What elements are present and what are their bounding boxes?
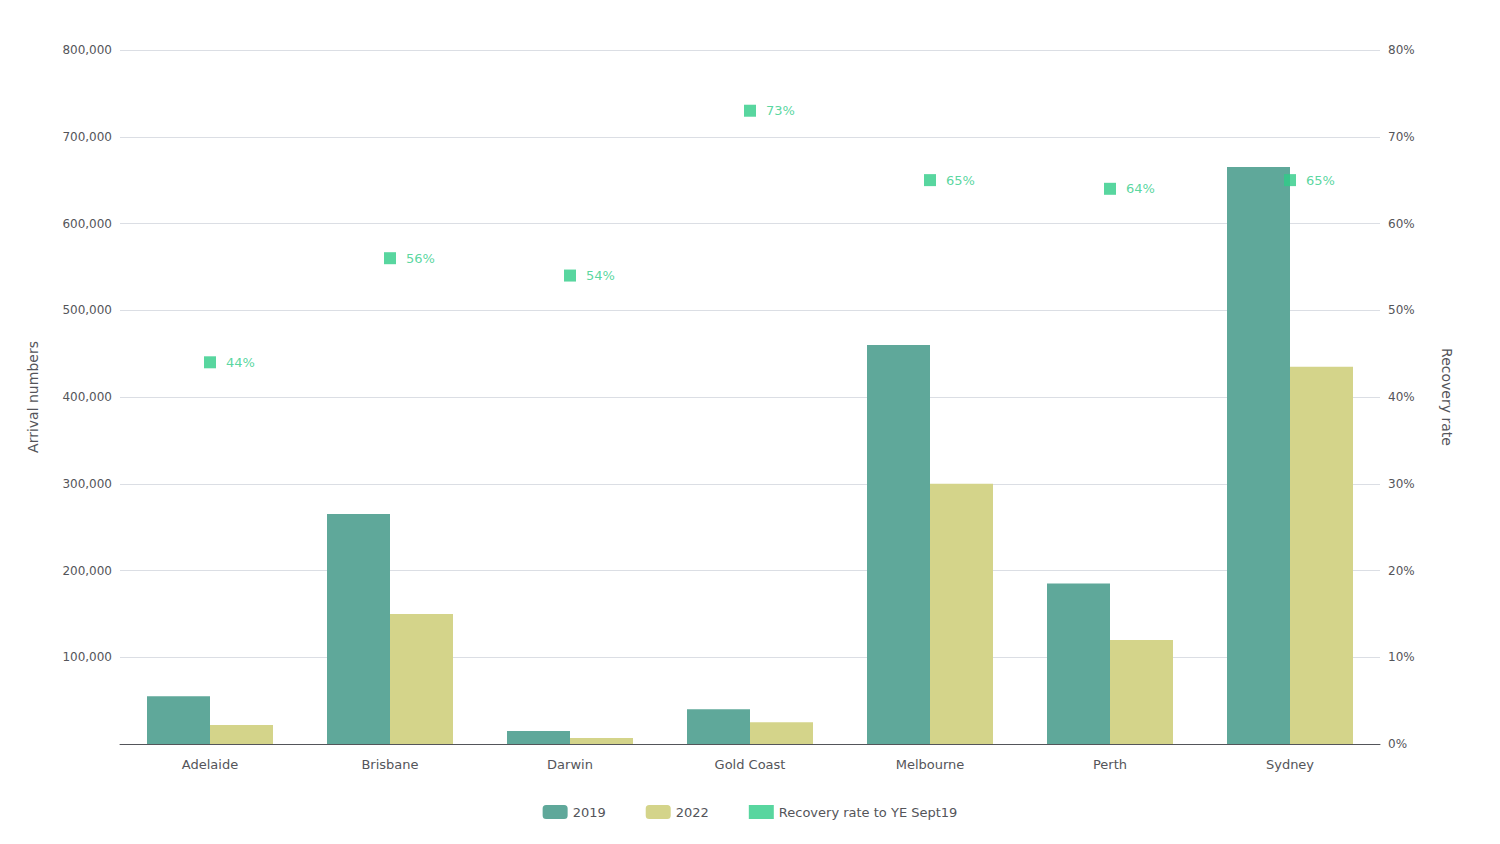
svg-text:80%: 80% — [1388, 43, 1415, 57]
svg-text:Adelaide: Adelaide — [182, 757, 238, 772]
svg-text:800,000: 800,000 — [62, 43, 112, 57]
svg-text:65%: 65% — [946, 173, 975, 188]
svg-text:Arrival numbers: Arrival numbers — [25, 341, 41, 453]
svg-text:Perth: Perth — [1093, 757, 1127, 772]
svg-text:Gold Coast: Gold Coast — [715, 757, 786, 772]
svg-text:56%: 56% — [406, 251, 435, 266]
svg-text:100,000: 100,000 — [62, 650, 112, 664]
svg-text:Recovery rate: Recovery rate — [1439, 348, 1455, 446]
svg-text:2022: 2022 — [676, 805, 709, 820]
svg-text:60%: 60% — [1388, 217, 1415, 231]
svg-text:40%: 40% — [1388, 390, 1415, 404]
svg-text:64%: 64% — [1126, 181, 1155, 196]
svg-text:50%: 50% — [1388, 303, 1415, 317]
svg-text:54%: 54% — [586, 268, 615, 283]
svg-text:73%: 73% — [766, 103, 795, 118]
svg-text:20%: 20% — [1388, 564, 1415, 578]
svg-text:Darwin: Darwin — [547, 757, 593, 772]
svg-text:44%: 44% — [226, 355, 255, 370]
svg-text:0%: 0% — [1388, 737, 1407, 751]
svg-text:300,000: 300,000 — [62, 477, 112, 491]
svg-text:2019: 2019 — [573, 805, 606, 820]
svg-text:400,000: 400,000 — [62, 390, 112, 404]
svg-text:10%: 10% — [1388, 650, 1415, 664]
svg-text:700,000: 700,000 — [62, 130, 112, 144]
svg-text:Brisbane: Brisbane — [361, 757, 418, 772]
svg-text:65%: 65% — [1306, 173, 1335, 188]
svg-text:70%: 70% — [1388, 130, 1415, 144]
svg-text:500,000: 500,000 — [62, 303, 112, 317]
svg-text:200,000: 200,000 — [62, 564, 112, 578]
svg-text:30%: 30% — [1388, 477, 1415, 491]
svg-text:Melbourne: Melbourne — [896, 757, 965, 772]
svg-text:600,000: 600,000 — [62, 217, 112, 231]
svg-text:Sydney: Sydney — [1266, 757, 1314, 772]
svg-text:Recovery rate to YE Sept19: Recovery rate to YE Sept19 — [779, 805, 958, 820]
